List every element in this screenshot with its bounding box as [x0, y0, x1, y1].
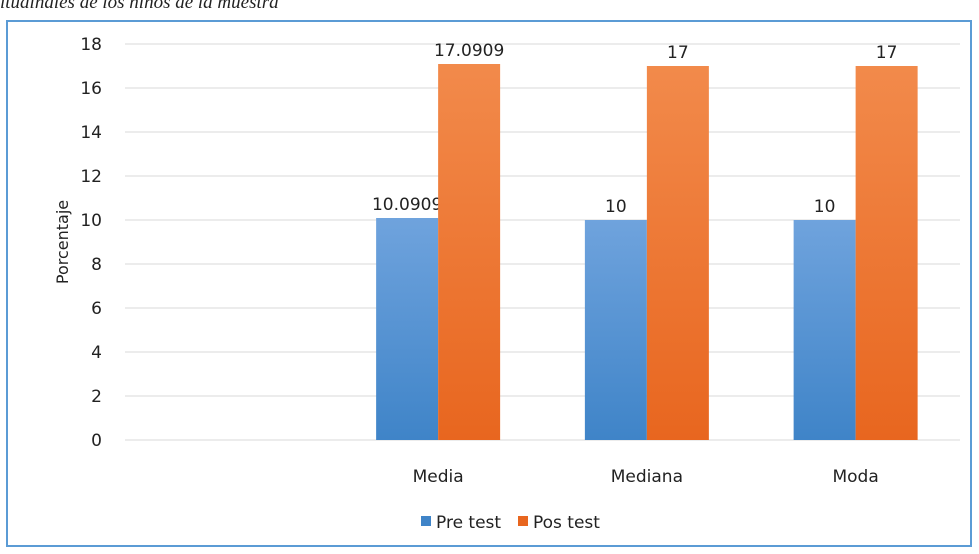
y-tick-label: 18: [80, 35, 102, 55]
y-tick-label: 4: [91, 343, 102, 363]
data-label: 17: [667, 43, 689, 63]
legend-swatch-pre-test: [421, 516, 431, 526]
data-label: 10: [814, 197, 836, 217]
bars: 10.0909 17.0909 10 17 10 17: [372, 41, 918, 441]
x-tick-label: Media: [413, 467, 464, 487]
data-label: 10: [605, 197, 627, 217]
y-tick-label: 8: [91, 255, 102, 275]
data-label: 17.0909: [434, 41, 504, 61]
legend-label: Pos test: [533, 513, 600, 533]
bar-pre-test: [376, 218, 439, 440]
y-tick-label: 10: [80, 211, 102, 231]
y-tick-label: 14: [80, 123, 102, 143]
legend: Pre test Pos test: [421, 513, 600, 533]
y-axis-ticks: 0 2 4 6 8 10 12 14 16 18: [80, 35, 102, 451]
y-axis-label: Porcentaje: [53, 200, 72, 284]
bar-pre-test: [793, 220, 856, 440]
legend-swatch-pos-test: [518, 516, 528, 526]
x-tick-label: Mediana: [611, 467, 683, 487]
y-tick-label: 2: [91, 387, 102, 407]
bar-pos-test: [855, 66, 918, 440]
data-label: 17: [876, 43, 898, 63]
y-tick-label: 0: [91, 431, 102, 451]
x-tick-label: Moda: [832, 467, 878, 487]
data-label: 10.0909: [372, 195, 442, 215]
bar-pos-test: [646, 66, 709, 440]
figure-caption: itudinales de los niños de la muestra: [0, 0, 279, 13]
x-axis-ticks: Media Mediana Moda: [413, 467, 879, 487]
y-tick-label: 6: [91, 299, 102, 319]
y-tick-label: 16: [80, 79, 102, 99]
bar-pos-test: [438, 64, 501, 441]
legend-label: Pre test: [436, 513, 501, 533]
bar-pre-test: [584, 220, 647, 440]
y-tick-label: 12: [80, 167, 102, 187]
